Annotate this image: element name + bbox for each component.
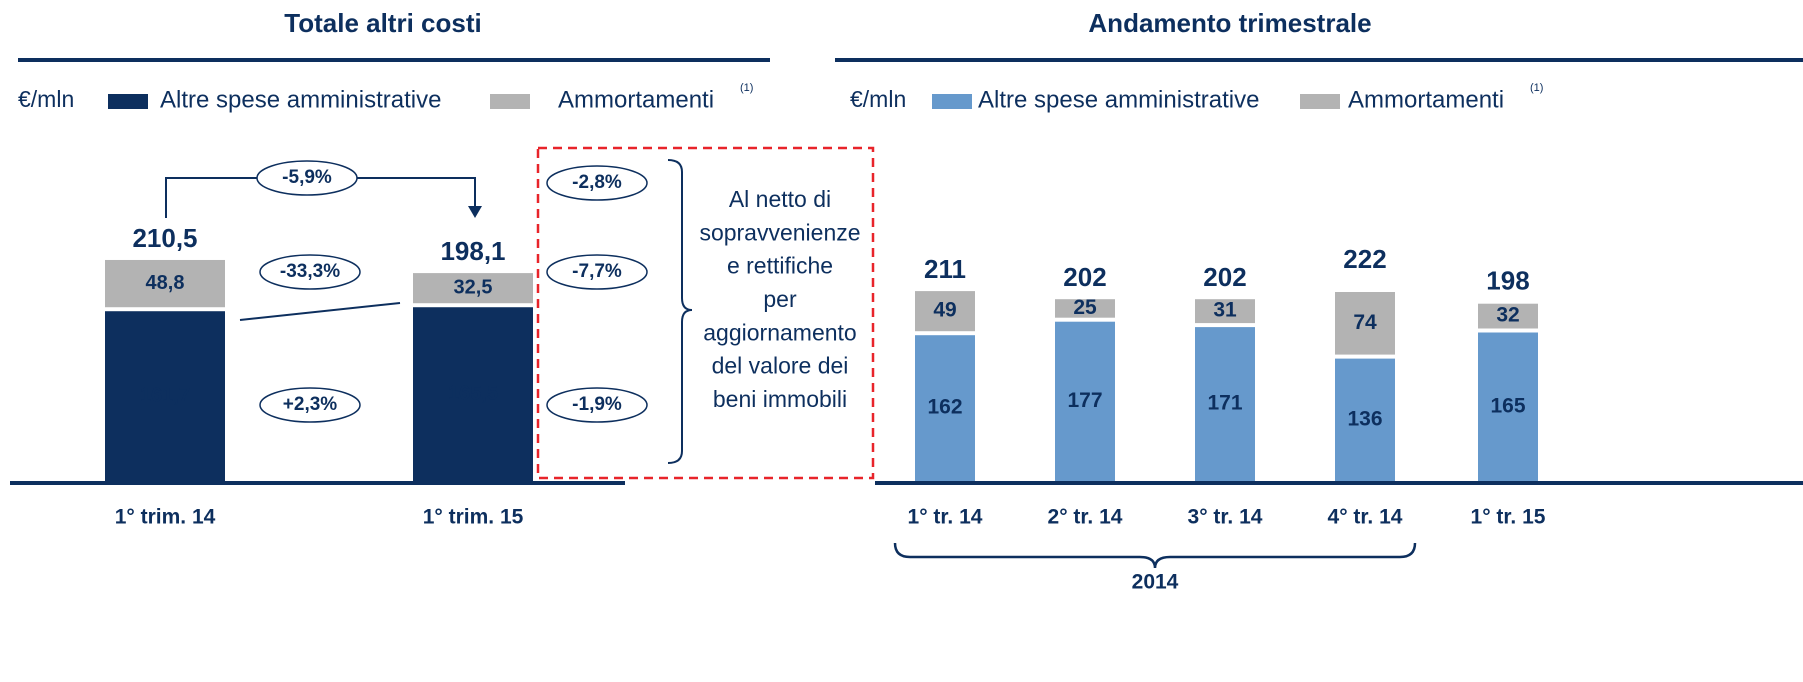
value-label: 136: [1347, 407, 1382, 430]
change-bubble: [259, 387, 361, 423]
note-line: per: [763, 286, 797, 312]
value-label: 32: [1496, 304, 1519, 327]
change-bubble: [546, 254, 648, 290]
change-bubble: [259, 254, 361, 290]
x-tick-label: 1° tr. 14: [908, 506, 983, 529]
bar-segment: [1195, 327, 1255, 481]
adjusted-box: [536, 146, 875, 480]
bar-segment: [1335, 358, 1395, 481]
x-tick-label: 4° tr. 14: [1328, 506, 1403, 529]
change-bubble: [546, 165, 648, 201]
value-label: 165,5: [448, 382, 498, 404]
value-label: 31: [1213, 299, 1237, 322]
change-label: -5,9%: [282, 167, 332, 188]
x-tick-label: 1° trim. 14: [115, 506, 216, 529]
bar-segment: [105, 259, 225, 308]
note-line: beni immobili: [713, 386, 847, 412]
total-label: 198,1: [440, 236, 505, 266]
change-label: -33,3%: [280, 261, 340, 282]
value-label: 32,5: [454, 276, 493, 298]
group-brace: [893, 542, 1417, 569]
change-bubble: [546, 387, 648, 423]
value-label: 74: [1353, 311, 1377, 334]
total-label: 202: [1063, 262, 1106, 292]
legend-swatch: [108, 94, 148, 109]
bar-segment: [1055, 321, 1115, 481]
bar-segment: [1478, 332, 1538, 481]
group-label: 2014: [1132, 571, 1179, 594]
value-label: 161,7: [140, 384, 190, 406]
legend-note: (1): [740, 82, 753, 94]
arrow-head: [468, 206, 482, 218]
x-tick-label: 1° tr. 15: [1471, 506, 1546, 529]
change-label: +2,3%: [283, 394, 338, 415]
value-label: 171: [1207, 392, 1242, 415]
x-tick-label: 1° trim. 15: [423, 506, 524, 529]
legend-label: Ammortamenti: [558, 86, 714, 113]
bar-segment: [1478, 303, 1538, 329]
bar-segment: [413, 273, 533, 304]
change-label: -7,7%: [572, 261, 622, 282]
bar-segment: [915, 335, 975, 481]
legend-swatch: [490, 94, 530, 109]
note-line: aggiornamento: [703, 319, 856, 345]
legend-swatch: [932, 94, 972, 109]
brace: [667, 159, 693, 464]
unit-label: €/mln: [850, 86, 906, 112]
bar-segment: [1195, 299, 1255, 324]
note-line: e rettifiche: [727, 253, 833, 279]
change-label: -2,8%: [572, 172, 622, 193]
legend-swatch: [1300, 94, 1340, 109]
chart-title: Totale altri costi: [284, 8, 481, 38]
connector: [239, 302, 401, 321]
chart-title: Andamento trimestrale: [1088, 8, 1371, 38]
value-label: 48,8: [146, 272, 185, 294]
x-tick-label: 3° tr. 14: [1188, 506, 1263, 529]
total-label: 222: [1343, 244, 1386, 274]
unit-label: €/mln: [18, 86, 74, 112]
change-label: -1,9%: [572, 394, 622, 415]
note-line: sopravvenienze: [699, 219, 860, 245]
x-tick-label: 2° tr. 14: [1048, 506, 1123, 529]
note-line: del valore dei: [712, 353, 849, 379]
legend-label: Ammortamenti: [1348, 86, 1504, 113]
value-label: 25: [1073, 296, 1097, 319]
value-label: 162: [927, 396, 962, 419]
bar-segment: [105, 311, 225, 481]
note-line: Al netto di: [729, 186, 831, 212]
value-label: 177: [1067, 389, 1102, 412]
value-label: 165: [1490, 394, 1525, 417]
total-label: 210,5: [132, 223, 197, 253]
total-label: 198: [1486, 266, 1529, 296]
legend-label: Altre spese amministrative: [978, 86, 1259, 113]
bar-segment: [915, 291, 975, 332]
legend-label: Altre spese amministrative: [160, 86, 441, 113]
bar-segment: [413, 307, 533, 481]
value-label: 49: [933, 299, 956, 322]
total-label: 202: [1203, 262, 1246, 292]
legend-note: (1): [1530, 82, 1543, 94]
bar-segment: [1335, 292, 1395, 355]
bar-segment: [1055, 299, 1115, 318]
total-label: 211: [924, 254, 966, 284]
change-bubble: [256, 160, 358, 196]
